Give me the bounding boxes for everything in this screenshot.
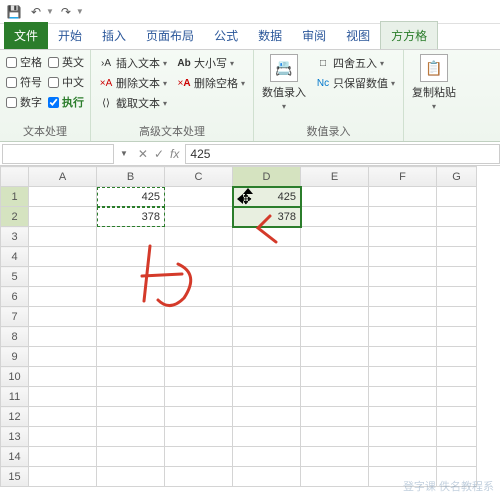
row-header[interactable]: 1 <box>1 187 29 207</box>
row-header[interactable]: 7 <box>1 307 29 327</box>
chk-number[interactable]: 数字 <box>6 94 42 110</box>
col-header[interactable]: D <box>233 167 301 187</box>
chk-space[interactable]: 空格 <box>6 54 42 70</box>
col-header[interactable]: F <box>369 167 437 187</box>
tab-review[interactable]: 审阅 <box>292 22 336 49</box>
btn-copy-paste[interactable]: 📋 复制粘贴▾ <box>410 54 458 111</box>
group-copy-paste: 📋 复制粘贴▾ <box>404 50 464 141</box>
group-text-processing: 空格 符号 数字 英文 中文 执行 文本处理 <box>0 50 91 141</box>
row-header[interactable]: 13 <box>1 427 29 447</box>
row-header[interactable]: 3 <box>1 227 29 247</box>
redo-icon[interactable]: ↷ <box>56 3 76 21</box>
ribbon-tabs: 文件 开始 插入 页面布局 公式 数据 审阅 视图 方方格 <box>0 24 500 50</box>
num-input-icon: 📇 <box>270 54 298 82</box>
select-all-corner[interactable] <box>1 167 29 187</box>
row-header[interactable]: 11 <box>1 387 29 407</box>
cancel-icon[interactable]: ✕ <box>138 147 148 161</box>
row-header[interactable]: 15 <box>1 467 29 487</box>
cell[interactable]: 378 <box>233 207 301 227</box>
chk-symbol[interactable]: 符号 <box>6 74 42 90</box>
confirm-icon[interactable]: ✓ <box>154 147 164 161</box>
undo-icon[interactable]: ↶ <box>26 3 46 21</box>
delete-text-icon: ×A <box>99 76 113 90</box>
keep-num-icon: Nc <box>316 76 330 90</box>
insert-text-icon: ›A <box>99 56 113 70</box>
row-header[interactable]: 9 <box>1 347 29 367</box>
group-num-input: 📇 数值录入▾ □四舍五入 ▾ Nc只保留数值 ▾ 数值录入 <box>254 50 404 141</box>
row-header[interactable]: 14 <box>1 447 29 467</box>
row-header[interactable]: 4 <box>1 247 29 267</box>
group-advanced-text: ›A插入文本 ▾ ×A删除文本 ▾ ⟨⟩截取文本 ▾ Ab大小写 ▾ ×A删除空… <box>91 50 254 141</box>
fx-icon[interactable]: fx <box>170 147 179 161</box>
worksheet[interactable]: A B C D E F G 1425425 2378378 3 4 5 6 7 … <box>0 166 500 487</box>
tab-addon[interactable]: 方方格 <box>380 21 438 49</box>
group-label: 高级文本处理 <box>97 121 247 139</box>
row-header[interactable]: 10 <box>1 367 29 387</box>
tab-home[interactable]: 开始 <box>48 22 92 49</box>
row-header[interactable]: 5 <box>1 267 29 287</box>
clipboard-icon: 📋 <box>420 54 448 82</box>
btn-keep-num[interactable]: Nc只保留数值 ▾ <box>314 74 397 92</box>
tab-insert[interactable]: 插入 <box>92 22 136 49</box>
row-header[interactable]: 8 <box>1 327 29 347</box>
btn-case[interactable]: Ab大小写 ▾ <box>175 54 247 72</box>
btn-num-input[interactable]: 📇 数值录入▾ <box>260 54 308 111</box>
watermark: 登字课 佚名教程系 <box>403 478 494 494</box>
tab-file[interactable]: 文件 <box>4 22 48 49</box>
row-header[interactable]: 2 <box>1 207 29 227</box>
col-header[interactable]: E <box>301 167 369 187</box>
cell[interactable]: 425 <box>97 187 165 207</box>
btn-del-space[interactable]: ×A删除空格 ▾ <box>175 74 247 92</box>
btn-round[interactable]: □四舍五入 ▾ <box>314 54 397 72</box>
formula-input[interactable]: 425 <box>185 144 500 164</box>
row-header[interactable]: 6 <box>1 287 29 307</box>
name-box[interactable] <box>2 144 114 164</box>
tab-layout[interactable]: 页面布局 <box>136 22 204 49</box>
row-header[interactable]: 12 <box>1 407 29 427</box>
col-header[interactable]: G <box>437 167 477 187</box>
del-space-icon: ×A <box>177 76 191 90</box>
tab-formula[interactable]: 公式 <box>204 22 248 49</box>
btn-trim-text[interactable]: ⟨⟩截取文本 ▾ <box>97 94 169 112</box>
col-header[interactable]: A <box>29 167 97 187</box>
cell[interactable]: 425 <box>233 187 301 207</box>
formula-bar: ▼ ✕ ✓ fx 425 <box>0 142 500 166</box>
cell[interactable]: 378 <box>97 207 165 227</box>
group-label: 文本处理 <box>6 121 84 139</box>
ribbon: 空格 符号 数字 英文 中文 执行 文本处理 ›A插入文本 ▾ ×A删除文本 ▾… <box>0 50 500 142</box>
trim-text-icon: ⟨⟩ <box>99 96 113 110</box>
save-icon[interactable]: 💾 <box>4 3 24 21</box>
chk-chinese[interactable]: 中文 <box>48 74 84 90</box>
btn-insert-text[interactable]: ›A插入文本 ▾ <box>97 54 169 72</box>
btn-delete-text[interactable]: ×A删除文本 ▾ <box>97 74 169 92</box>
chk-english[interactable]: 英文 <box>48 54 84 70</box>
case-icon: Ab <box>177 56 191 70</box>
col-header[interactable]: B <box>97 167 165 187</box>
tab-view[interactable]: 视图 <box>336 22 380 49</box>
chk-execute[interactable]: 执行 <box>48 94 84 110</box>
round-icon: □ <box>316 56 330 70</box>
col-header[interactable]: C <box>165 167 233 187</box>
group-label: 数值录入 <box>260 121 397 139</box>
tab-data[interactable]: 数据 <box>248 22 292 49</box>
